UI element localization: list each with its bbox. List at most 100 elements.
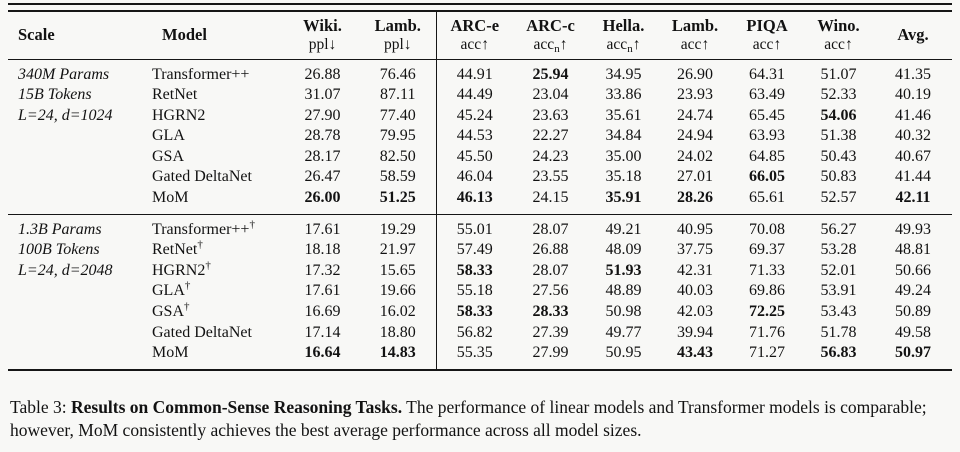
table-row-retnet-g1: 100B Tokens RetNet† 18.18 21.97 57.49 26.88 48…: [8, 238, 952, 261]
scale-label: 340M Params: [18, 65, 110, 83]
value-cell: 48.09: [605, 241, 642, 259]
model-name: RetNet†: [152, 238, 203, 259]
metric-subscript: n: [554, 42, 560, 55]
table-row-transformer--g0: 340M Params Transformer++ 26.88 76.46 44.91 2…: [8, 59, 952, 86]
model-name: GSA: [152, 147, 185, 165]
model-name: Gated DeltaNet: [152, 168, 252, 186]
col-header-wiki-2: Wiki. ppl↓: [285, 11, 360, 60]
value-cell: 51.25: [360, 188, 437, 215]
value-cell: 49.93: [874, 213, 952, 241]
value-cell: 28.17: [304, 147, 341, 165]
value-cell: 27.01: [677, 168, 713, 186]
value-cell: 15.65: [360, 260, 437, 282]
scale-label: 1.3B Params: [8, 213, 152, 241]
col-metric-label: accn↑: [533, 35, 568, 55]
model-name: MoM: [152, 189, 189, 207]
value-cell: 28.78: [304, 127, 341, 145]
value-cell: 50.83: [820, 168, 857, 186]
scale-label: [8, 281, 152, 302]
col-header-lamb-7: Lamb. acc↑: [659, 11, 731, 60]
value-cell: 39.94: [677, 323, 713, 341]
value-cell: 28.26: [677, 189, 713, 207]
dagger-mark: †: [249, 218, 255, 231]
value-cell: 50.43: [820, 147, 857, 165]
value-cell: 58.59: [360, 167, 437, 189]
dagger-mark: †: [205, 259, 211, 272]
model-name: Transformer++†: [152, 213, 285, 241]
value-cell: 45.24: [456, 106, 493, 124]
value-cell: 49.21: [588, 213, 659, 241]
value-cell: 28.33: [532, 303, 569, 321]
col-label: Scale: [18, 24, 55, 44]
value-cell: 17.32: [304, 261, 341, 279]
value-cell: 55.18: [456, 282, 493, 300]
model-name: GSA†: [152, 300, 190, 321]
value-cell: 44.49: [456, 86, 493, 104]
caption-body: The performance of linear models and Tra…: [10, 396, 927, 441]
table-row-mom-g0: MoM 26.00 51.25 46.13 24.15 35.91 28.26 65.61 52…: [8, 188, 952, 215]
value-cell: 48.81: [895, 241, 931, 259]
table-row-mom-g1: MoM 16.64 14.83 55.35 27.99 50.95 43.43 71.27 56…: [8, 343, 952, 369]
value-cell: 52.33: [820, 86, 857, 104]
table-caption: Table 3: Results on Common-Sense Reasoni…: [10, 396, 950, 443]
value-cell: 41.46: [895, 106, 931, 124]
value-cell: 27.99: [532, 344, 569, 362]
col-metric-label: ppl↓: [383, 35, 412, 53]
value-cell: 71.33: [749, 261, 785, 279]
value-cell: 50.98: [605, 303, 642, 321]
value-cell: 19.66: [360, 281, 437, 303]
value-cell: 56.82: [456, 323, 493, 341]
value-cell: 51.38: [820, 127, 857, 145]
value-cell: 49.24: [895, 282, 931, 300]
col-header-arce-4: ARC-e acc↑: [436, 11, 513, 60]
model-name: HGRN2†: [152, 259, 211, 279]
value-cell: 24.02: [677, 147, 713, 165]
value-cell: 56.83: [820, 344, 857, 362]
col-label: PIQA: [746, 15, 788, 35]
table-row-retnet-g0: 15B Tokens RetNet 31.07 87.11 44.49 23.04 33.8…: [8, 85, 952, 106]
value-cell: 18.80: [360, 322, 437, 344]
col-label: Avg.: [897, 24, 929, 44]
col-label: ARC-c: [526, 15, 575, 35]
value-cell: 58.33: [456, 261, 493, 279]
model-name: GLA†: [152, 280, 191, 300]
value-cell: 24.15: [532, 189, 569, 207]
value-cell: 44.53: [456, 127, 493, 145]
scale-label: [8, 323, 152, 344]
value-cell: 48.89: [605, 282, 642, 300]
value-cell: 64.85: [749, 147, 785, 165]
paper-table-figure: Scale Model Wiki. ppl↓ Lamb. ppl↓ ARC-e acc↑ ARC…: [0, 3, 960, 443]
value-cell: 34.84: [605, 127, 642, 145]
scale-label: [8, 188, 152, 214]
value-cell: 26.88: [532, 241, 569, 259]
model-name: HGRN2: [152, 106, 206, 124]
table-body: 340M Params Transformer++ 26.88 76.46 44.91 2…: [8, 59, 952, 369]
col-label: Wiki.: [303, 15, 342, 35]
value-cell: 82.50: [360, 146, 437, 168]
col-label: Model: [162, 24, 207, 44]
value-cell: 35.00: [605, 147, 642, 165]
value-cell: 57.49: [456, 241, 493, 259]
value-cell: 19.29: [360, 213, 437, 241]
results-table: Scale Model Wiki. ppl↓ Lamb. ppl↓ ARC-e acc↑ ARC…: [8, 11, 952, 369]
table-top-rule: [8, 3, 952, 12]
value-cell: 23.55: [532, 168, 569, 186]
value-cell: 23.04: [532, 86, 569, 104]
value-cell: 28.07: [513, 213, 588, 241]
value-cell: 28.07: [532, 261, 569, 279]
value-cell: 40.03: [677, 282, 713, 300]
value-cell: 44.91: [456, 65, 493, 83]
value-cell: 22.27: [532, 127, 569, 145]
value-cell: 35.61: [605, 106, 642, 124]
value-cell: 55.35: [456, 344, 493, 362]
scale-label: [8, 147, 152, 168]
value-cell: 17.14: [304, 323, 341, 341]
scale-label: [8, 343, 152, 369]
value-cell: 65.45: [749, 106, 785, 124]
metric-subscript: n: [627, 42, 633, 55]
table-header-row: Scale Model Wiki. ppl↓ Lamb. ppl↓ ARC-e acc↑ ARC…: [8, 11, 952, 60]
col-header-lamb-3: Lamb. ppl↓: [360, 11, 437, 60]
value-cell: 70.08: [731, 213, 803, 241]
value-cell: 24.74: [677, 106, 713, 124]
value-cell: 40.67: [895, 147, 931, 165]
